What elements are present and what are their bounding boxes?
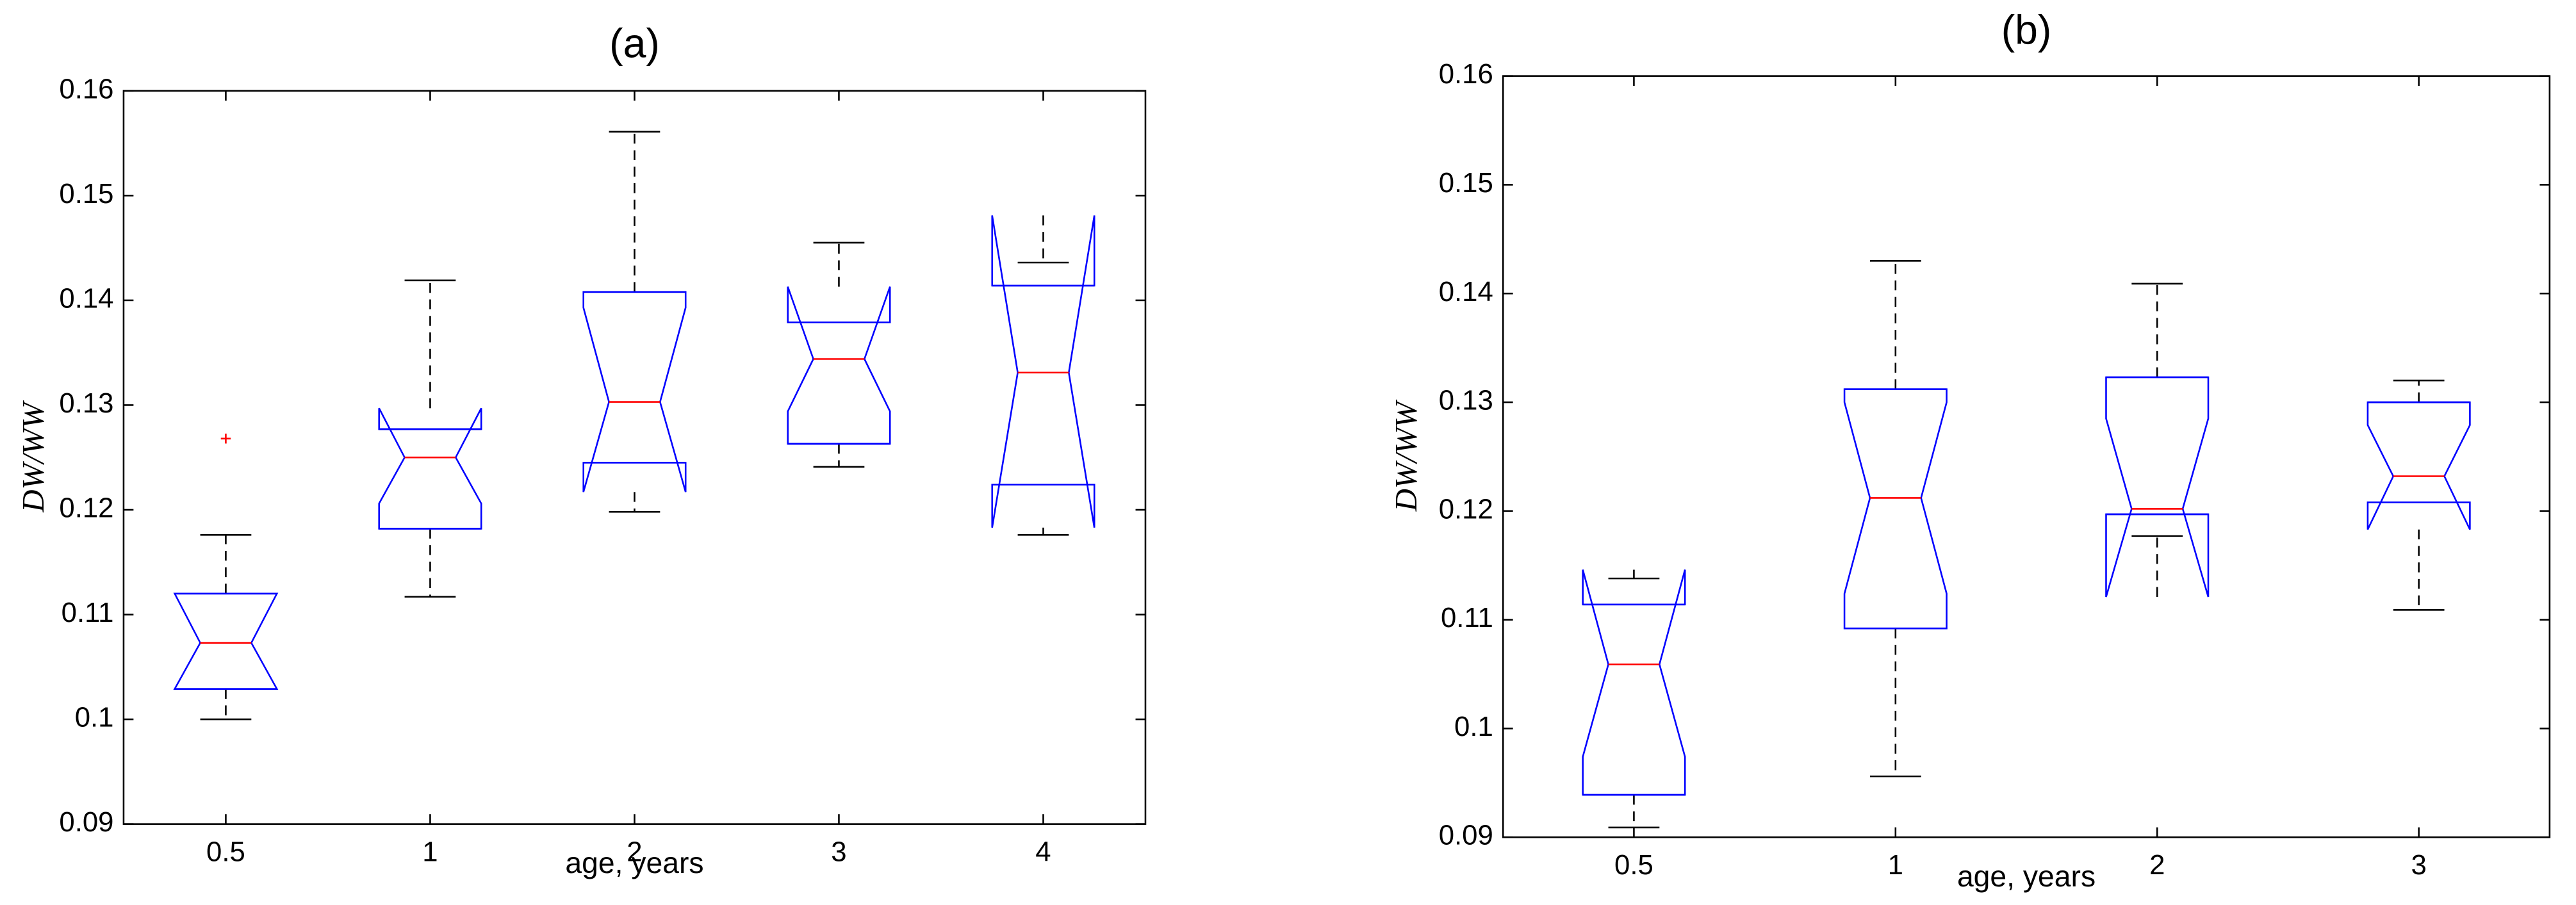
y-tick-label: 0.13 — [59, 387, 113, 419]
x-tick-label: 4 — [1035, 836, 1051, 867]
y-tick-label: 0.15 — [59, 178, 113, 209]
x-axis-label: age, years — [565, 846, 703, 879]
x-tick-label: 2 — [2149, 849, 2165, 881]
y-tick-label: 0.14 — [1439, 276, 1493, 307]
x-tick-label: 3 — [831, 836, 846, 867]
x-tick-label: 0.5 — [1614, 849, 1653, 881]
y-tick-label: 0.09 — [59, 806, 113, 838]
x-tick-label: 1 — [422, 836, 438, 867]
y-tick-label: 0.15 — [1439, 167, 1493, 199]
y-axis-label: DW/WW — [1388, 399, 1423, 512]
y-tick-label: 0.16 — [59, 73, 113, 104]
x-tick-label: 0.5 — [206, 836, 245, 867]
x-tick-label: 2 — [627, 836, 642, 867]
y-tick-label: 0.13 — [1439, 385, 1493, 416]
y-tick-label: 0.11 — [1441, 602, 1493, 633]
y-axis-label: DW/WW — [15, 400, 51, 512]
x-tick-label: 3 — [2411, 849, 2426, 881]
y-tick-label: 0.12 — [59, 493, 113, 524]
y-tick-label: 0.12 — [1439, 493, 1493, 525]
x-axis-label: age, years — [1957, 860, 2096, 893]
y-tick-label: 0.14 — [59, 282, 113, 314]
outlier — [220, 434, 231, 444]
y-tick-label: 0.1 — [1454, 711, 1493, 742]
plot-area — [122, 90, 1147, 825]
notched-box — [582, 291, 687, 493]
plot-area — [1502, 75, 2551, 838]
chart-title: (a) — [609, 20, 660, 66]
y-tick-label: 0.11 — [62, 597, 114, 628]
y-tick-label: 0.09 — [1439, 820, 1493, 851]
y-tick-label: 0.1 — [75, 702, 114, 733]
x-tick-label: 1 — [1888, 849, 1903, 881]
chart-title: (b) — [2001, 7, 2052, 53]
y-tick-label: 0.16 — [1439, 58, 1493, 90]
